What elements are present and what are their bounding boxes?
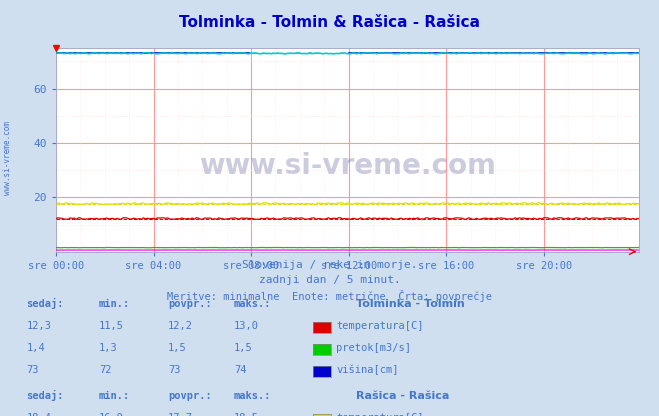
Text: min.:: min.:: [99, 391, 130, 401]
Text: 73: 73: [168, 365, 181, 375]
Text: sedaj:: sedaj:: [26, 390, 64, 401]
Text: 74: 74: [234, 365, 246, 375]
Text: 1,3: 1,3: [99, 343, 117, 353]
Text: Rašica - Rašica: Rašica - Rašica: [356, 391, 449, 401]
Text: 1,5: 1,5: [168, 343, 186, 353]
Text: sedaj:: sedaj:: [26, 298, 64, 309]
Text: povpr.:: povpr.:: [168, 299, 212, 309]
Text: 16,9: 16,9: [99, 414, 124, 416]
Text: 17,7: 17,7: [168, 414, 193, 416]
Text: 13,0: 13,0: [234, 321, 259, 331]
Text: temperatura[C]: temperatura[C]: [336, 414, 424, 416]
Text: zadnji dan / 5 minut.: zadnji dan / 5 minut.: [258, 275, 401, 285]
Text: www.si-vreme.com: www.si-vreme.com: [199, 152, 496, 180]
Text: maks.:: maks.:: [234, 299, 272, 309]
Text: 72: 72: [99, 365, 111, 375]
Text: 1,5: 1,5: [234, 343, 252, 353]
Text: 73: 73: [26, 365, 39, 375]
Text: temperatura[C]: temperatura[C]: [336, 321, 424, 331]
Text: Tolminka - Tolmin: Tolminka - Tolmin: [356, 299, 465, 309]
Text: Meritve: minimalne  Enote: metrične  Črta: povprečje: Meritve: minimalne Enote: metrične Črta:…: [167, 290, 492, 302]
Text: 12,3: 12,3: [26, 321, 51, 331]
Text: Slovenija / reke in morje.: Slovenija / reke in morje.: [242, 260, 417, 270]
Text: 12,2: 12,2: [168, 321, 193, 331]
Text: Tolminka - Tolmin & Rašica - Rašica: Tolminka - Tolmin & Rašica - Rašica: [179, 15, 480, 30]
Text: 18,5: 18,5: [234, 414, 259, 416]
Text: višina[cm]: višina[cm]: [336, 365, 399, 375]
Text: maks.:: maks.:: [234, 391, 272, 401]
Text: 18,4: 18,4: [26, 414, 51, 416]
Text: min.:: min.:: [99, 299, 130, 309]
Text: 1,4: 1,4: [26, 343, 45, 353]
Text: povpr.:: povpr.:: [168, 391, 212, 401]
Text: 11,5: 11,5: [99, 321, 124, 331]
Text: pretok[m3/s]: pretok[m3/s]: [336, 343, 411, 353]
Text: www.si-vreme.com: www.si-vreme.com: [3, 121, 13, 195]
